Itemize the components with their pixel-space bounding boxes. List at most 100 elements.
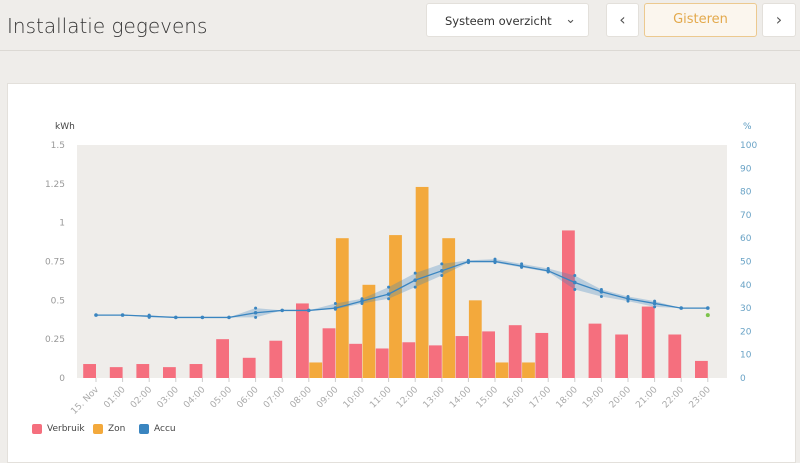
- accu-min-point: [333, 307, 337, 311]
- view-select-value: Systeem overzicht: [445, 14, 552, 28]
- y2-tick-label: 30: [740, 304, 752, 314]
- accu-max-point: [413, 271, 417, 275]
- accu-point: [307, 308, 311, 313]
- bar-verbruik: [562, 230, 575, 378]
- bar-verbruik: [83, 364, 96, 378]
- header-divider: [0, 50, 800, 51]
- bar-verbruik: [429, 345, 442, 378]
- accu-max-point: [254, 306, 258, 310]
- legend-zon[interactable]: Zon: [93, 424, 125, 434]
- accu-min-point: [520, 265, 524, 269]
- y-axis-label: kWh: [55, 122, 75, 132]
- bar-verbruik: [508, 325, 522, 378]
- x-tick-label: 06:00: [235, 385, 261, 411]
- y-tick-label: 0.25: [45, 335, 65, 345]
- bar-verbruik: [163, 367, 176, 378]
- accu-min-point: [147, 315, 151, 319]
- x-tick-label: 11:00: [368, 385, 394, 411]
- legend-accu[interactable]: Accu: [139, 424, 176, 434]
- accu-point: [386, 292, 391, 296]
- accu-point: [200, 315, 205, 320]
- next-period-button[interactable]: ›: [762, 3, 796, 37]
- accu-max-point: [440, 262, 444, 266]
- x-tick-label: 16:00: [501, 385, 527, 411]
- accu-point: [706, 306, 710, 310]
- accu-line: [96, 260, 708, 319]
- x-tick-label: 22:00: [661, 385, 687, 411]
- accu-max-point: [360, 297, 364, 301]
- x-tick-label: 21:00: [634, 385, 660, 411]
- x-tick-label: 14:00: [448, 385, 474, 411]
- bar-verbruik: [641, 306, 655, 378]
- bar-zon: [415, 186, 429, 378]
- accu-max-point: [520, 262, 524, 266]
- accu-point: [120, 313, 125, 317]
- accu-min-point: [573, 287, 577, 291]
- accu-point: [652, 301, 657, 306]
- accu-min-point: [254, 315, 258, 319]
- bar-verbruik: [242, 357, 256, 378]
- accu-point: [440, 269, 444, 273]
- accu-end-marker: [705, 313, 710, 318]
- x-tick-label: 07:00: [262, 385, 288, 411]
- bar-verbruik: [402, 342, 416, 378]
- x-tick-label: 09:00: [315, 385, 341, 411]
- bar-verbruik: [668, 334, 682, 378]
- accu-point: [413, 278, 418, 282]
- period-button[interactable]: Gisteren: [644, 3, 757, 37]
- bar-verbruik: [615, 334, 628, 378]
- x-tick-label: 17:00: [528, 385, 554, 411]
- accu-max-point: [546, 266, 550, 270]
- accu-point: [94, 313, 98, 317]
- accu-point: [679, 306, 683, 310]
- accu-min-point: [387, 297, 391, 301]
- legend-verbruik[interactable]: Verbruik: [32, 424, 85, 434]
- y2-tick-label: 40: [740, 281, 752, 291]
- accu-max-point: [573, 273, 577, 277]
- bar-verbruik: [375, 348, 389, 378]
- bar-zon: [442, 238, 456, 378]
- x-tick-label: 20:00: [608, 385, 634, 411]
- accu-point: [360, 299, 364, 303]
- x-tick-label: 08:00: [289, 385, 315, 411]
- x-tick-label: 23:00: [688, 385, 714, 411]
- bar-verbruik: [296, 303, 309, 378]
- y2-tick-label: 0: [740, 374, 746, 384]
- accu-max-point: [466, 258, 470, 262]
- bar-verbruik: [109, 367, 123, 378]
- view-select[interactable]: Systeem overzicht ⌄: [426, 3, 589, 37]
- legend-swatch: [93, 424, 103, 434]
- accu-max-point: [147, 313, 151, 317]
- bar-verbruik: [455, 336, 469, 378]
- x-tick-label: 15:00: [475, 385, 501, 411]
- y-tick-label: 0.75: [45, 258, 65, 268]
- bar-zon: [495, 362, 509, 378]
- y-tick-label: 0: [59, 374, 65, 384]
- accu-min-point: [413, 285, 417, 289]
- prev-period-button[interactable]: ‹: [606, 3, 639, 37]
- accu-min-point: [466, 261, 470, 265]
- y2-tick-label: 10: [740, 351, 752, 361]
- accu-max-point: [653, 299, 657, 303]
- accu-point: [253, 310, 258, 315]
- y-tick-label: 1: [59, 219, 65, 229]
- bar-verbruik: [322, 328, 336, 378]
- y2-tick-label: 100: [740, 141, 757, 151]
- accu-point: [573, 280, 577, 285]
- x-tick-label: 13:00: [422, 385, 448, 411]
- plot-area: [77, 145, 727, 378]
- y-tick-label: 1.5: [51, 141, 65, 151]
- bar-verbruik: [535, 332, 549, 378]
- accu-min-point: [360, 301, 364, 305]
- accu-min-point: [546, 270, 550, 274]
- accu-point: [599, 289, 604, 294]
- bar-verbruik: [349, 343, 362, 378]
- accu-min-point: [626, 299, 630, 303]
- y2-tick-label: 90: [740, 164, 752, 174]
- accu-point: [280, 308, 285, 313]
- bar-zon: [335, 238, 349, 378]
- legend-label: Zon: [108, 424, 126, 434]
- x-tick-label: 03:00: [156, 385, 182, 411]
- accu-min-point: [440, 273, 444, 277]
- bar-verbruik: [216, 339, 229, 378]
